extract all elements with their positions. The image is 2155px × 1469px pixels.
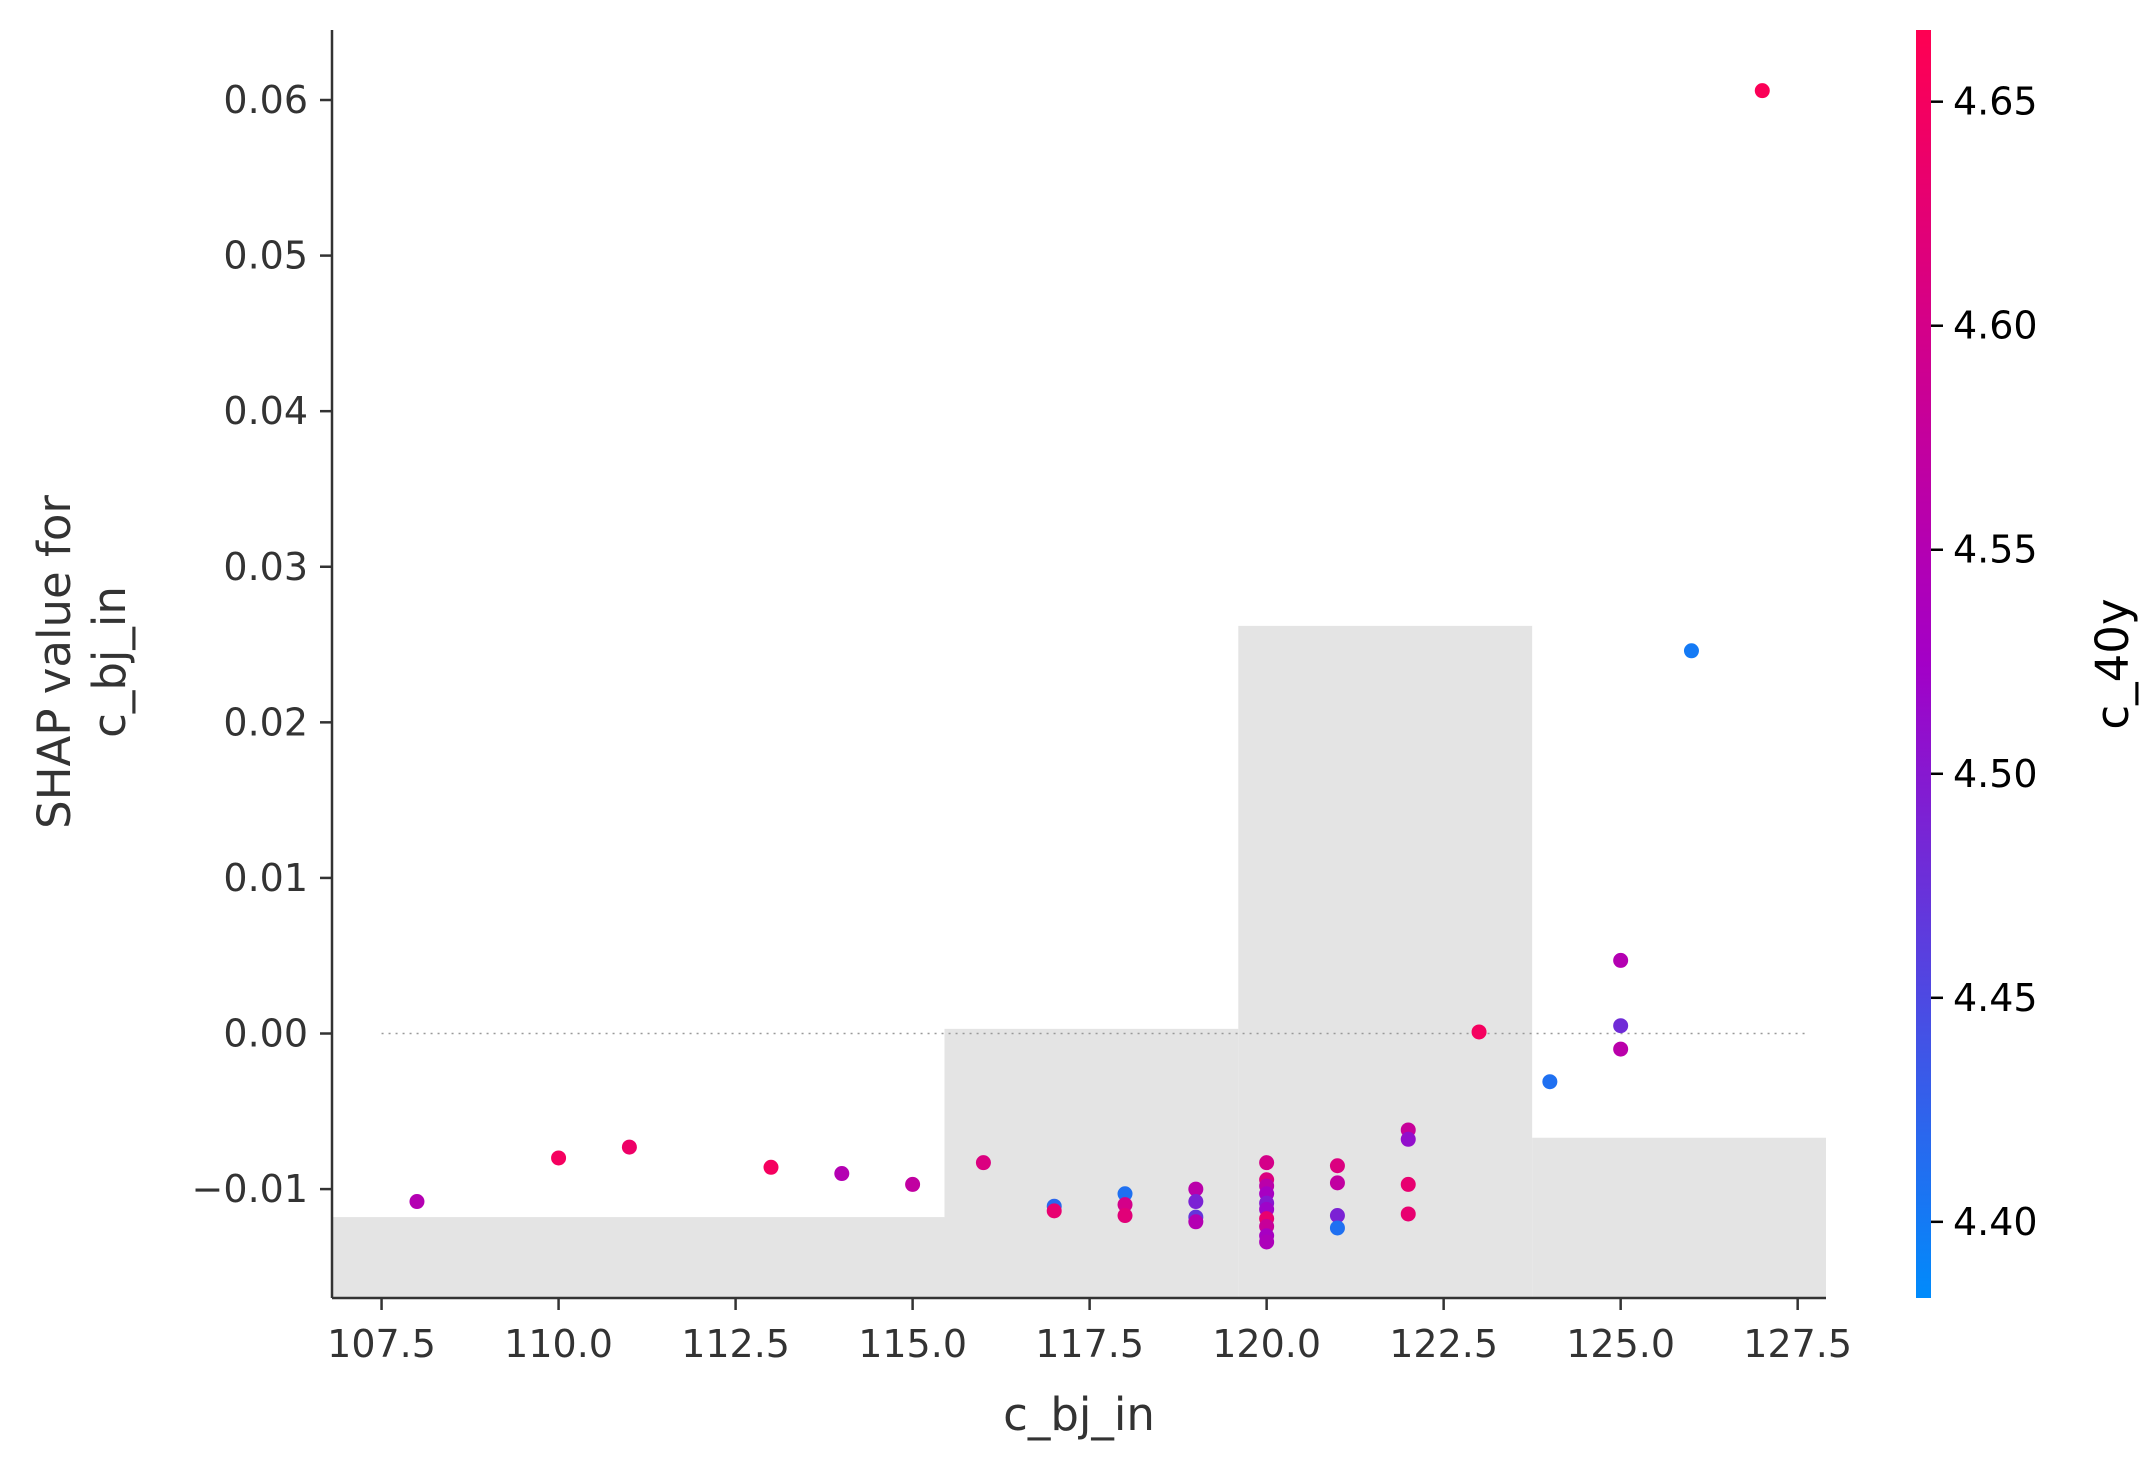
- x-tick-label: 127.5: [1743, 1322, 1852, 1366]
- scatter-point: [1613, 1018, 1629, 1034]
- scatter-point: [1188, 1194, 1204, 1210]
- scatter-point: [409, 1194, 425, 1210]
- scatter-point: [1683, 643, 1699, 659]
- colorbar-tick-label: 4.45: [1953, 976, 2038, 1020]
- scatter-point: [1188, 1214, 1204, 1230]
- y-tick-label: 0.06: [223, 78, 308, 122]
- x-axis-label: c_bj_in: [1003, 1388, 1155, 1441]
- scatter-point: [1259, 1155, 1275, 1171]
- scatter-point: [551, 1150, 567, 1166]
- colorbar-tick-label: 4.50: [1953, 752, 2038, 796]
- scatter-point: [1400, 1131, 1416, 1147]
- scatter-point: [1754, 83, 1770, 99]
- plot-axes: [330, 30, 1826, 1300]
- y-tick-label: −0.01: [192, 1167, 308, 1211]
- scatter-point: [1329, 1220, 1345, 1236]
- colorbar-tick-label: 4.40: [1953, 1200, 2038, 1244]
- y-tick-label: 0.02: [223, 700, 308, 744]
- scatter-point: [1259, 1234, 1275, 1250]
- x-tick-label: 107.5: [327, 1322, 436, 1366]
- scatter-point: [1542, 1074, 1558, 1090]
- x-tick-label: 110.0: [504, 1322, 613, 1366]
- colorbar: 4.40 4.45 4.50 4.55 4.60 4.65 c_40y: [1916, 30, 2139, 1298]
- y-tick-label: 0.00: [223, 1012, 308, 1056]
- scatter-points: [409, 83, 1770, 1250]
- scatter-point: [1188, 1181, 1204, 1197]
- colorbar-ticks: 4.40 4.45 4.50 4.55 4.60 4.65: [1931, 80, 2038, 1244]
- y-tick-label: 0.03: [223, 545, 308, 589]
- scatter-point: [1400, 1176, 1416, 1192]
- scatter-point: [763, 1159, 779, 1175]
- scatter-point: [1329, 1175, 1345, 1191]
- x-tick-label: 115.0: [858, 1322, 967, 1366]
- histogram-bar-0: [332, 1217, 945, 1298]
- histogram-bar-3: [1532, 1137, 1826, 1298]
- colorbar-gradient: [1916, 30, 1931, 1298]
- colorbar-tick-label: 4.65: [1953, 80, 2038, 124]
- y-tick-label: 0.04: [223, 389, 308, 433]
- scatter-point: [1046, 1203, 1062, 1219]
- scatter-point: [1613, 1041, 1629, 1057]
- x-axis-ticks: 107.5 110.0 112.5 115.0 117.5 120.0 122.5 125.0…: [327, 1298, 1852, 1366]
- scatter-point: [1613, 952, 1629, 968]
- y-axis-label-line-2: c_bj_in: [83, 586, 136, 738]
- scatter-point: [905, 1176, 921, 1192]
- x-tick-label: 122.5: [1389, 1322, 1498, 1366]
- x-tick-label: 120.0: [1212, 1322, 1321, 1366]
- x-tick-label: 125.0: [1566, 1322, 1675, 1366]
- colorbar-tick-label: 4.55: [1953, 528, 2038, 572]
- y-axis-label-line-1: SHAP value for: [28, 495, 81, 829]
- y-tick-label: 0.05: [223, 234, 308, 278]
- y-tick-label: 0.01: [223, 856, 308, 900]
- scatter-point: [1471, 1024, 1487, 1040]
- histogram-bar-1: [944, 1028, 1239, 1298]
- scatter-point: [1117, 1186, 1133, 1202]
- colorbar-tick-label: 4.60: [1953, 304, 2038, 348]
- x-tick-label: 117.5: [1035, 1322, 1144, 1366]
- scatter-point: [1400, 1206, 1416, 1222]
- feature-histogram: [332, 625, 1826, 1298]
- scatter-point: [1329, 1158, 1345, 1174]
- scatter-point: [1117, 1197, 1133, 1213]
- scatter-point: [1117, 1208, 1133, 1224]
- scatter-point: [975, 1155, 991, 1171]
- x-tick-label: 112.5: [681, 1322, 790, 1366]
- scatter-point: [1329, 1208, 1345, 1224]
- scatter-point: [621, 1139, 637, 1155]
- y-axis-ticks: −0.01 0.00 0.01 0.02 0.03 0.04 0.05 0.06: [192, 78, 332, 1211]
- colorbar-label: c_40y: [2086, 598, 2139, 729]
- scatter-point: [834, 1166, 850, 1182]
- histogram-bar-2: [1238, 625, 1533, 1298]
